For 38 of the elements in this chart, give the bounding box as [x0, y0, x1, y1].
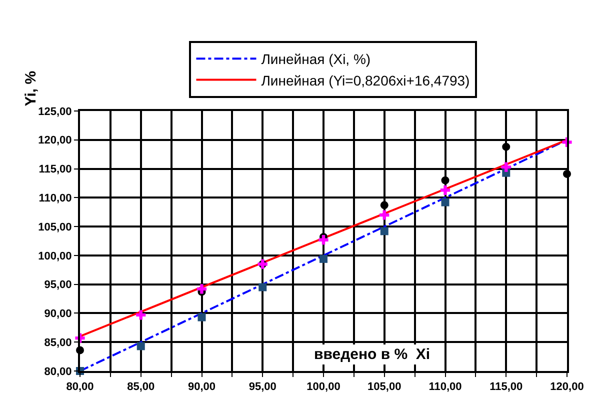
y-tick-label: 110,00	[38, 192, 72, 205]
point	[380, 201, 388, 210]
legend-label: Линейная (Xi, %)	[261, 51, 371, 68]
point	[380, 227, 388, 236]
point	[320, 254, 328, 263]
y-tick-label: 85,00	[44, 336, 72, 349]
x-tick-label: 105,00	[368, 381, 402, 394]
y-tick-label: 120,00	[38, 134, 72, 147]
legend-label: Линейная (Yi=0,8206xi+16,4793)	[261, 72, 470, 88]
x-axis-title: введено в % Xi	[314, 346, 430, 363]
point	[380, 210, 390, 220]
y-tick-label: 95,00	[44, 279, 72, 292]
x-tick-label: 115,00	[490, 381, 523, 394]
y-tick-label: 80,00	[44, 366, 72, 378]
y-axis-title: Yi, %	[22, 70, 40, 106]
point	[501, 162, 511, 172]
x-tick-label: 110,00	[428, 381, 462, 394]
x-tick-label: 80,00	[66, 381, 94, 394]
point	[136, 342, 145, 350]
x-tick-label: 100,00	[306, 381, 340, 394]
point	[502, 142, 510, 151]
point	[441, 198, 450, 206]
y-tick-label: 105,00	[38, 221, 72, 234]
x-tick-label: 90,00	[188, 381, 216, 394]
point	[440, 185, 450, 195]
point	[258, 283, 267, 292]
x-tick-label: 120,00	[550, 381, 584, 394]
point	[198, 313, 206, 322]
point	[136, 310, 146, 320]
point	[441, 176, 450, 184]
x-tick-label: 85,00	[127, 381, 155, 394]
x-tick-label: 95,00	[248, 381, 276, 394]
y-tick-label: 115,00	[38, 164, 72, 176]
y-tick-label: 125,00	[38, 106, 72, 118]
point	[196, 284, 207, 294]
point	[318, 235, 328, 245]
y-tick-label: 90,00	[44, 308, 72, 320]
y-tick-label: 100,00	[38, 250, 72, 262]
